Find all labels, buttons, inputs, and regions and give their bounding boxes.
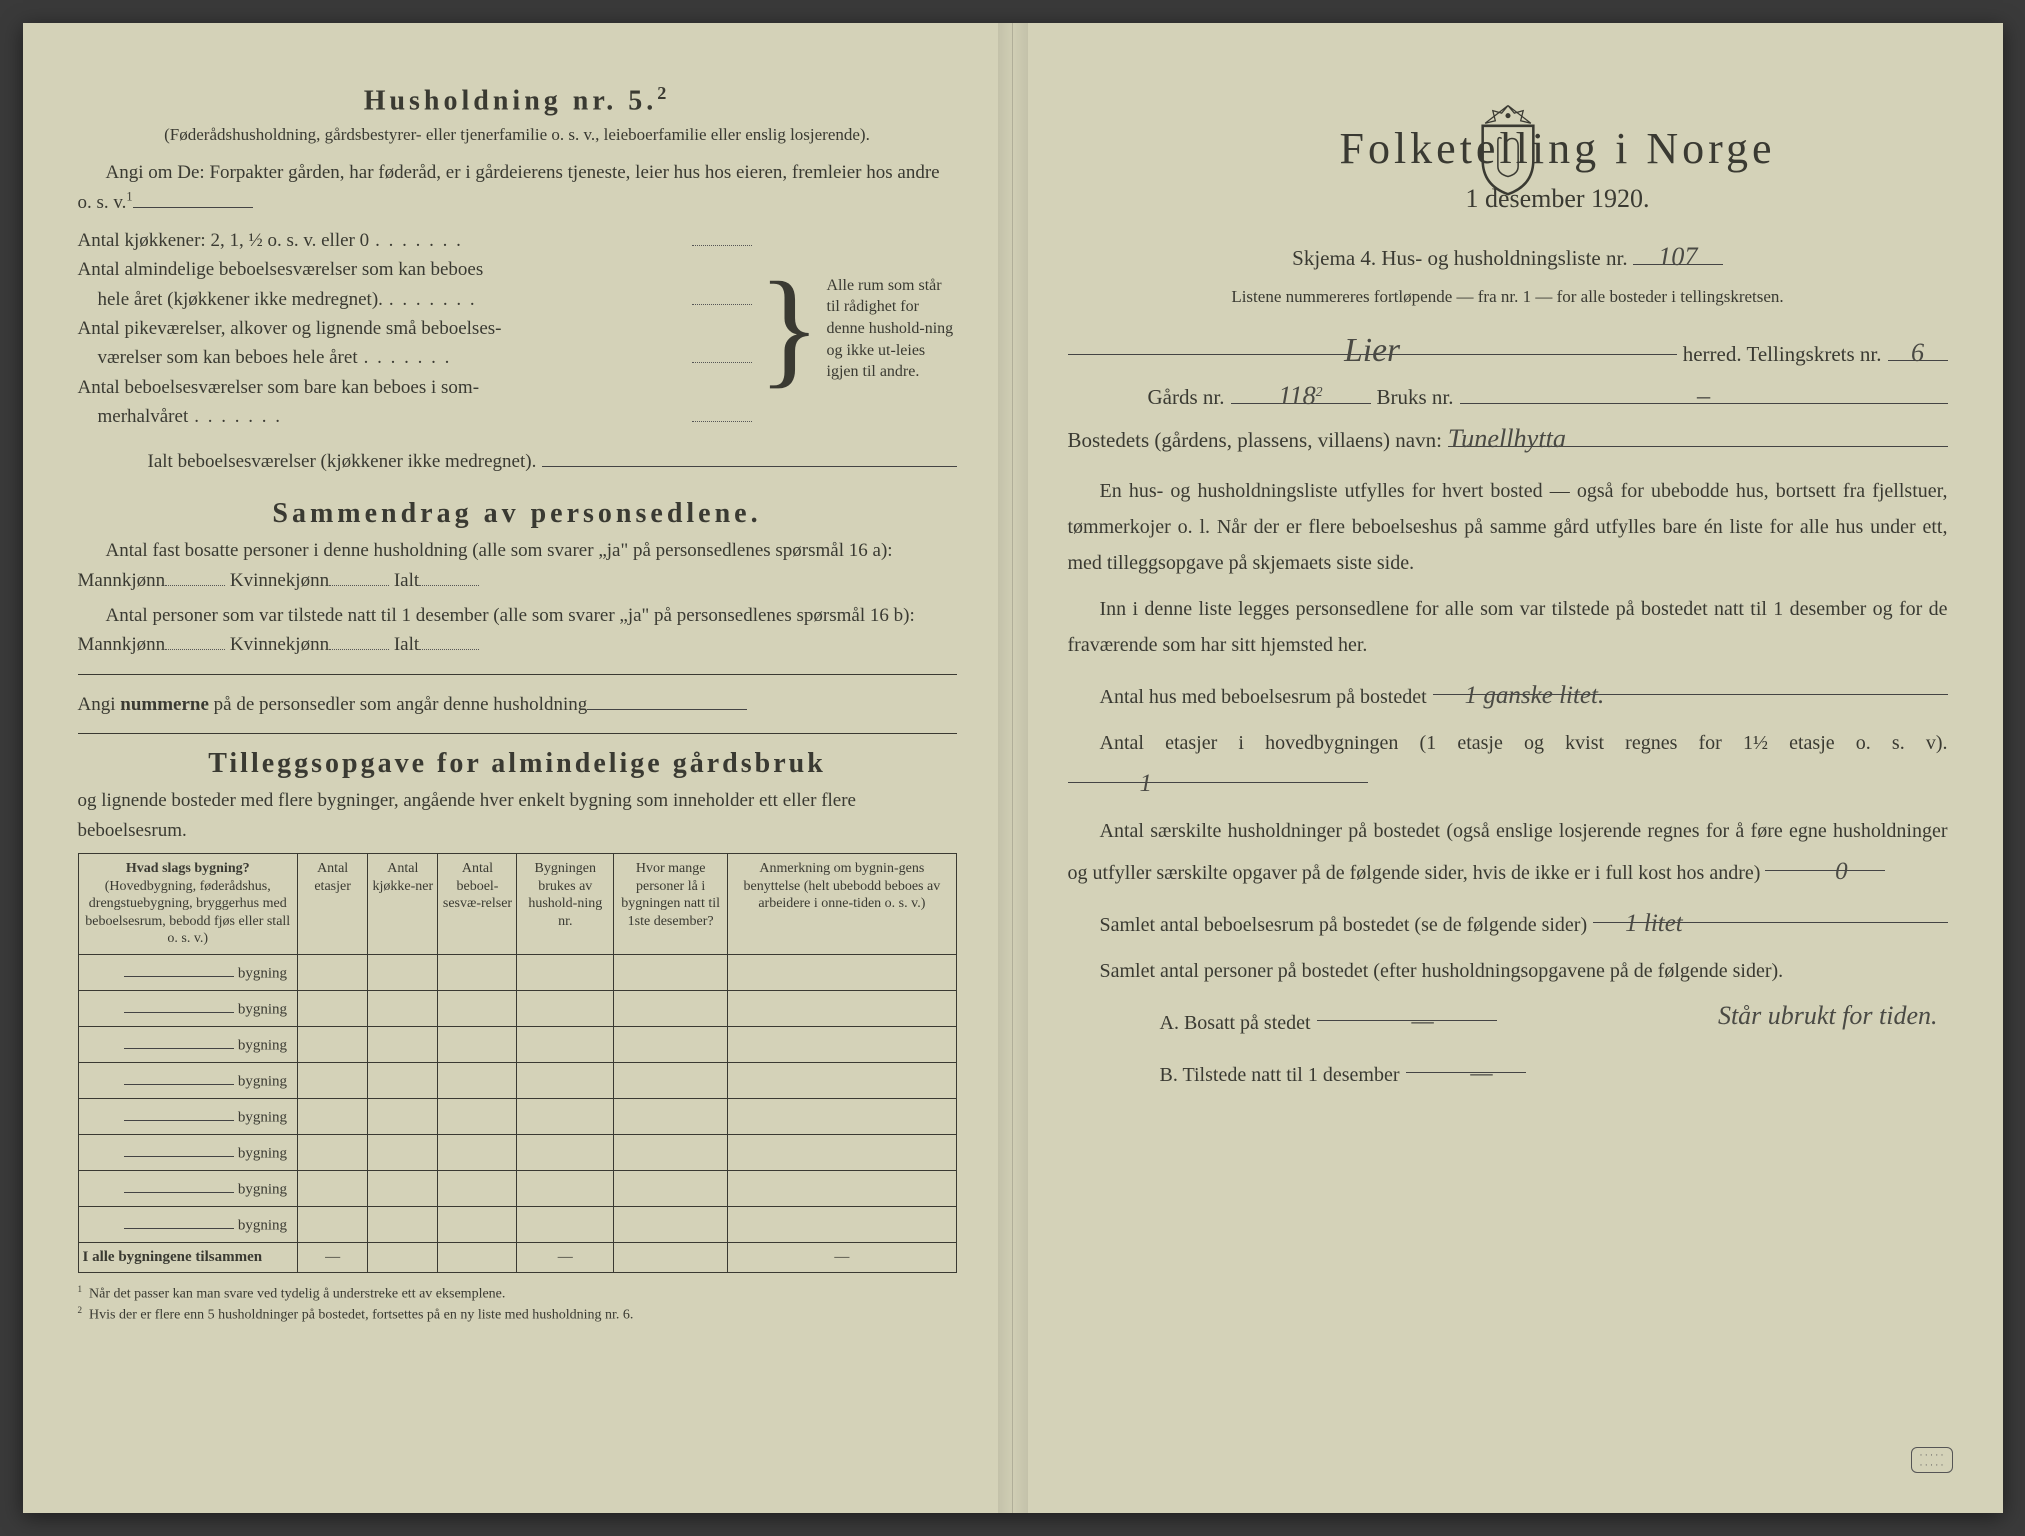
- addendum-sub: og lignende bosteder med flere bygninger…: [78, 786, 957, 845]
- q-rooms-total: Samlet antal beboelsesrum på bostedet (s…: [1068, 901, 1948, 943]
- line-maidrooms-b: værelser som kan beboes hele året: [98, 343, 358, 372]
- brace-note: Alle rum som står til rådighet for denne…: [827, 275, 957, 383]
- line-maidrooms-a: Antal pikeværelser, alkover og lignende …: [78, 318, 502, 339]
- col-floors: Antal etasjer: [298, 854, 368, 955]
- date-subtitle: 1 desember 1920.: [1168, 184, 1948, 214]
- table-footer-label: I alle bygningene tilsammen: [78, 1242, 298, 1272]
- gard-line: Gårds nr. 1182 Bruks nr. –: [1068, 381, 1948, 410]
- paragraph-2: Inn i denne liste legges personsedlene f…: [1068, 591, 1948, 663]
- table-row: bygning: [78, 1170, 956, 1206]
- rooms-block: Antal kjøkkener: 2, 1, ½ o. s. v. eller …: [78, 226, 957, 432]
- footnotes: 1 Når det passer kan man svare ved tydel…: [78, 1283, 957, 1326]
- line-rooms-year-b: hele året (kjøkkener ikke medregnet).: [98, 285, 383, 314]
- brace-icon: }: [752, 270, 826, 387]
- schema-line: Skjema 4. Hus- og husholdningsliste nr. …: [1068, 242, 1948, 271]
- listene-note: Listene nummereres fortløpende — fra nr.…: [1068, 285, 1948, 310]
- col-used-by: Bygningen brukes av hushold-ning nr.: [517, 854, 614, 955]
- line-summer-b: merhalvåret: [98, 402, 189, 431]
- col-persons: Hvor mange personer lå i bygningen natt …: [614, 854, 728, 955]
- document-spread: Husholdning nr. 5.2 (Føderådshusholdning…: [23, 23, 2003, 1513]
- line-summer-a: Antal beboelsesværelser som bare kan beb…: [78, 377, 480, 398]
- addendum-heading: Tilleggsopgave for almindelige gårdsbruk: [78, 748, 957, 780]
- line-kitchens: Antal kjøkkener: 2, 1, ½ o. s. v. eller …: [78, 226, 370, 255]
- summary-line1: Antal fast bosatte personer i denne hush…: [78, 536, 957, 595]
- paragraph-1: En hus- og husholdningsliste utfylles fo…: [1068, 473, 1948, 581]
- table-row: bygning: [78, 1026, 956, 1062]
- handwritten-note: Står ubrukt for tiden.: [1718, 993, 1938, 1040]
- buildings-table: Hvad slags bygning?(Hovedbygning, føderå…: [78, 853, 957, 1273]
- table-row: bygning: [78, 1134, 956, 1170]
- table-row: bygning: [78, 1062, 956, 1098]
- col-kitchens: Antal kjøkke-ner: [368, 854, 438, 955]
- line-total-rooms: Ialt beboelsesværelser (kjøkkener ikke m…: [78, 446, 957, 476]
- table-row: bygning: [78, 990, 956, 1026]
- q-houses: Antal hus med beboelsesrum på bostedet 1…: [1068, 673, 1948, 715]
- summary-heading: Sammendrag av personsedlene.: [78, 498, 957, 530]
- herred-line: Lier herred. Tellingskrets nr. 6: [1068, 332, 1948, 367]
- summary-line3: Angi nummerne på de personsedler som ang…: [78, 689, 957, 719]
- household-subtitle: (Føderådshusholdning, gårdsbestyrer- ell…: [78, 123, 957, 148]
- q-households: Antal særskilte husholdninger på bostede…: [1068, 813, 1948, 891]
- household-heading: Husholdning nr. 5.2: [78, 83, 957, 117]
- printer-stamp: · · · · ·· · · · ·: [1911, 1447, 1953, 1473]
- q-floors: Antal etasjer i hovedbygningen (1 etasje…: [1068, 725, 1948, 803]
- table-row: bygning: [78, 1206, 956, 1242]
- summary-line2: Antal personer som var tilstede natt til…: [78, 601, 957, 660]
- q-persons-total: Samlet antal personer på bostedet (efter…: [1068, 953, 1948, 989]
- q-B: B. Tilstede natt til 1 desember—: [1068, 1051, 1948, 1093]
- col-remarks: Anmerkning om bygnin-gens benyttelse (he…: [728, 854, 956, 955]
- main-title: Folketelling i Norge: [1168, 123, 1948, 174]
- table-row: bygning: [78, 954, 956, 990]
- bosted-line: Bostedets (gårdens, plassens, villaens) …: [1068, 424, 1948, 453]
- col-rooms: Antal beboel-sesvæ-relser: [438, 854, 517, 955]
- household-instruction: Angi om De: Forpakter gården, har føderå…: [78, 158, 957, 218]
- left-page: Husholdning nr. 5.2 (Føderådshusholdning…: [23, 23, 1013, 1513]
- table-row: bygning: [78, 1098, 956, 1134]
- col-building-type: Hvad slags bygning?(Hovedbygning, føderå…: [78, 854, 298, 955]
- line-rooms-year-a: Antal almindelige beboelsesværelser som …: [78, 259, 484, 280]
- right-page: Folketelling i Norge 1 desember 1920. Sk…: [1013, 23, 2003, 1513]
